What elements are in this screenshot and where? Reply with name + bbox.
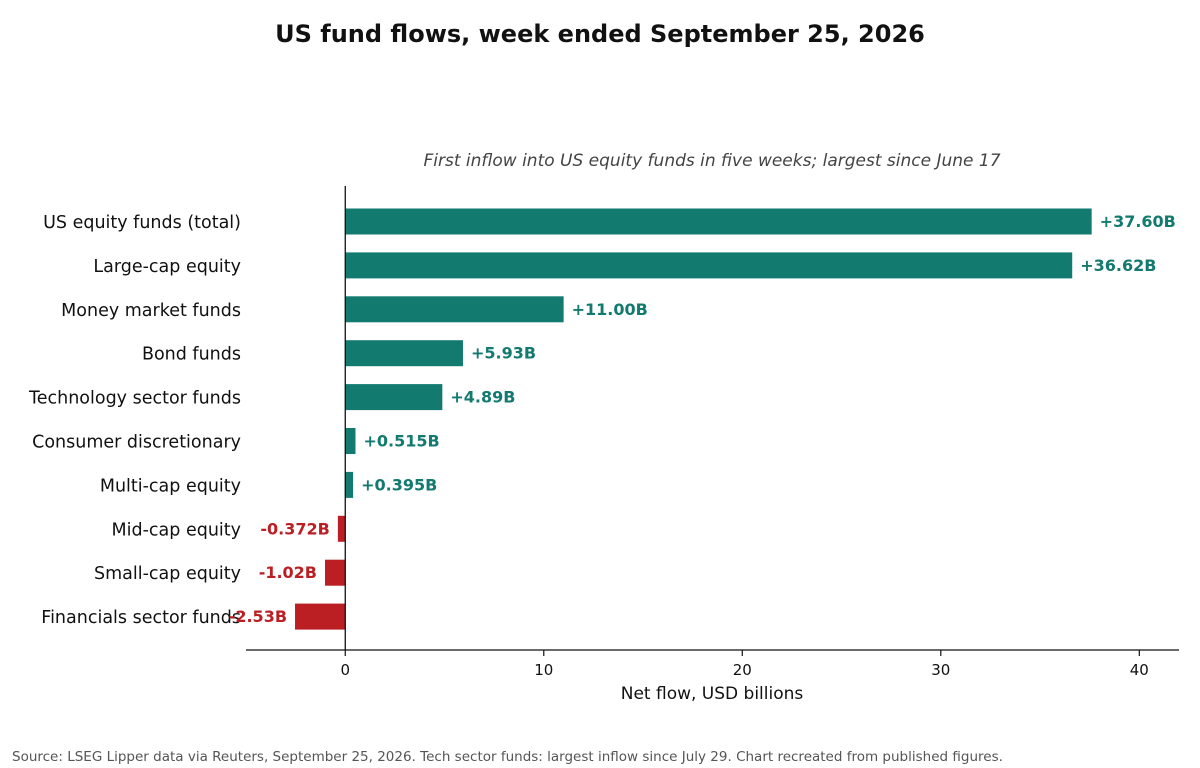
value-label-7: -0.372B [260, 519, 329, 538]
category-label-9: Financials sector funds [41, 608, 241, 628]
category-label-8: Small-cap equity [94, 564, 241, 584]
source-note: Source: LSEG Lipper data via Reuters, Se… [12, 749, 1003, 765]
x-tick-label-3: 30 [931, 661, 950, 679]
bar-7 [337, 515, 346, 542]
value-label-9: -2.53B [229, 607, 287, 626]
x-tick-label-1: 10 [534, 661, 553, 679]
bar-6 [345, 471, 354, 498]
x-tick-label-2: 20 [733, 661, 752, 679]
category-label-5: Consumer discretionary [32, 433, 241, 453]
chart-subtitle: First inflow into US equity funds in fiv… [423, 151, 1000, 171]
category-label-7: Mid-cap equity [112, 520, 241, 540]
x-tick-label-4: 40 [1130, 661, 1149, 679]
bar-8 [325, 559, 346, 586]
category-label-6: Multi-cap equity [100, 476, 241, 496]
value-label-1: +36.62B [1080, 256, 1156, 275]
value-label-2: +11.00B [572, 300, 648, 319]
bar-4 [345, 384, 443, 411]
axes-layer: 0 10 20 30 40 [246, 186, 1179, 679]
value-label-6: +0.395B [361, 475, 437, 494]
bar-9 [295, 603, 346, 630]
bar-0 [345, 208, 1092, 235]
bar-1 [345, 252, 1073, 279]
value-label-8: -1.02B [259, 563, 317, 582]
category-label-0: US equity funds (total) [43, 213, 241, 233]
category-label-1: Large-cap equity [93, 257, 241, 277]
x-axis-label: Net flow, USD billions [621, 684, 804, 704]
bar-5 [345, 428, 356, 454]
category-label-3: Bond funds [142, 345, 241, 365]
value-label-0: +37.60B [1100, 212, 1176, 231]
category-label-4: Technology sector funds [28, 389, 241, 409]
value-label-3: +5.93B [471, 344, 536, 363]
bar-2 [345, 296, 564, 323]
bars-layer: US equity funds (total) +37.60B Large-cap … [28, 208, 1176, 630]
value-label-4: +4.89B [450, 388, 515, 407]
x-tick-label-0: 0 [340, 661, 350, 679]
value-label-5: +0.515B [363, 432, 439, 451]
category-label-2: Money market funds [61, 301, 241, 321]
chart-title: US fund flows, week ended September 25, … [275, 20, 925, 48]
bar-3 [345, 340, 463, 367]
